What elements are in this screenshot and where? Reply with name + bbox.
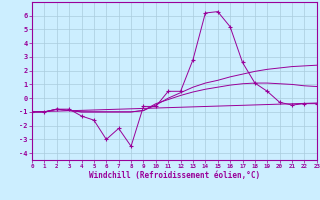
X-axis label: Windchill (Refroidissement éolien,°C): Windchill (Refroidissement éolien,°C) (89, 171, 260, 180)
